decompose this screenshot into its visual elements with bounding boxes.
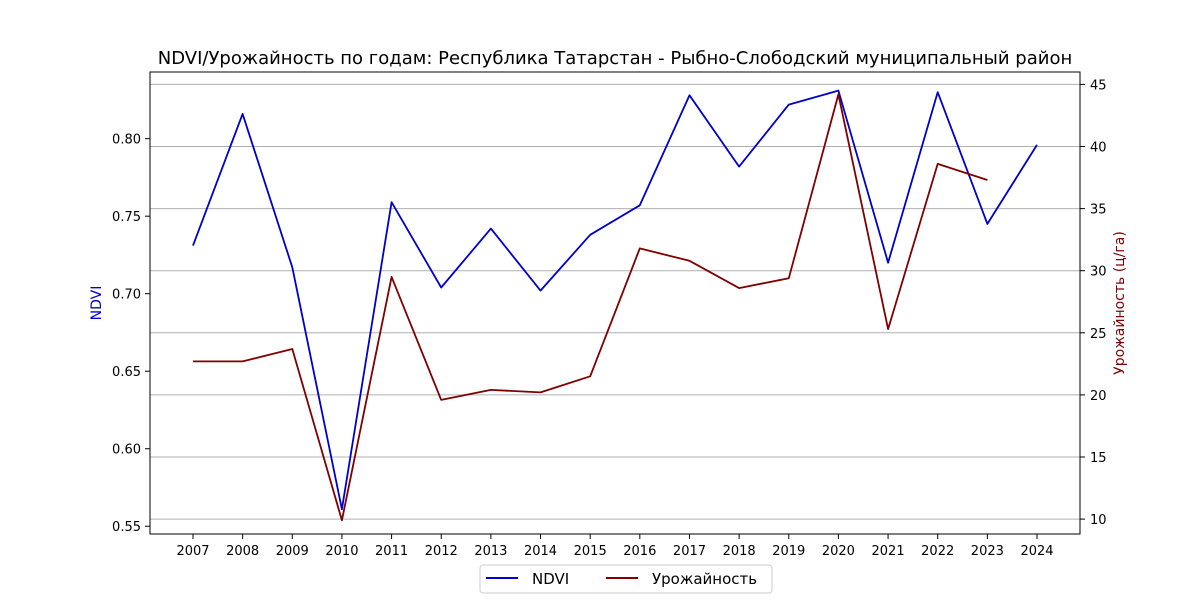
x-tick-label: 2007 <box>176 544 209 559</box>
y-right-tick-label: 25 <box>1090 327 1107 342</box>
y-left-tick-label: 0.70 <box>112 288 141 303</box>
y-axis-right: 10 15 20 25 30 35 40 45 <box>1080 78 1107 528</box>
x-tick-label: 2024 <box>1020 544 1053 559</box>
x-tick-label: 2021 <box>872 544 905 559</box>
x-tick-label: 2020 <box>822 544 855 559</box>
legend: NDVI Урожайность <box>479 564 773 594</box>
series-line-yield <box>193 93 988 522</box>
y-right-tick-label: 30 <box>1090 265 1107 280</box>
x-tick-label: 2019 <box>772 544 805 559</box>
y-right-tick-label: 45 <box>1090 78 1107 93</box>
series-layer <box>192 89 1038 522</box>
y-left-tick-label: 0.60 <box>112 443 141 458</box>
y-right-tick-label: 20 <box>1090 389 1107 404</box>
x-tick-label: 2022 <box>921 544 954 559</box>
plot-frame <box>149 71 1081 535</box>
x-tick-label: 2011 <box>375 544 408 559</box>
y-right-tick-label: 40 <box>1090 141 1107 156</box>
x-tick-label: 2017 <box>673 544 706 559</box>
series-line-ndvi <box>192 89 1038 511</box>
x-tick-label: 2012 <box>425 544 458 559</box>
legend-label-yield: Урожайность <box>652 570 757 588</box>
y-left-tick-label: 0.75 <box>112 210 141 225</box>
x-axis: 2007 2008 2009 2010 2011 2012 2013 2014 2015 2016… <box>176 534 1054 559</box>
y-left-tick-label: 0.55 <box>112 520 141 535</box>
x-tick-label: 2018 <box>723 544 756 559</box>
y-axis-left: 0.55 0.60 0.65 0.70 0.75 0.80 <box>112 133 150 535</box>
y-axis-left-label: NDVI <box>89 286 105 321</box>
y-axis-right-label: Урожайность (ц/га) <box>1112 231 1128 375</box>
legend-label-ndvi: NDVI <box>532 570 569 588</box>
chart-title: NDVI/Урожайность по годам: Республика Та… <box>158 48 1072 69</box>
x-tick-label: 2010 <box>325 544 358 559</box>
x-tick-label: 2016 <box>623 544 656 559</box>
y-right-tick-label: 35 <box>1090 203 1107 218</box>
x-tick-label: 2015 <box>574 544 607 559</box>
y-right-tick-label: 10 <box>1090 513 1107 528</box>
y-right-tick-label: 15 <box>1090 451 1107 466</box>
y-left-tick-label: 0.80 <box>112 133 141 148</box>
x-tick-label: 2023 <box>971 544 1004 559</box>
x-tick-label: 2008 <box>226 544 259 559</box>
x-tick-label: 2014 <box>524 544 557 559</box>
gridlines <box>150 83 1080 520</box>
y-left-tick-label: 0.65 <box>112 365 141 380</box>
x-tick-label: 2013 <box>474 544 507 559</box>
x-tick-label: 2009 <box>276 544 309 559</box>
